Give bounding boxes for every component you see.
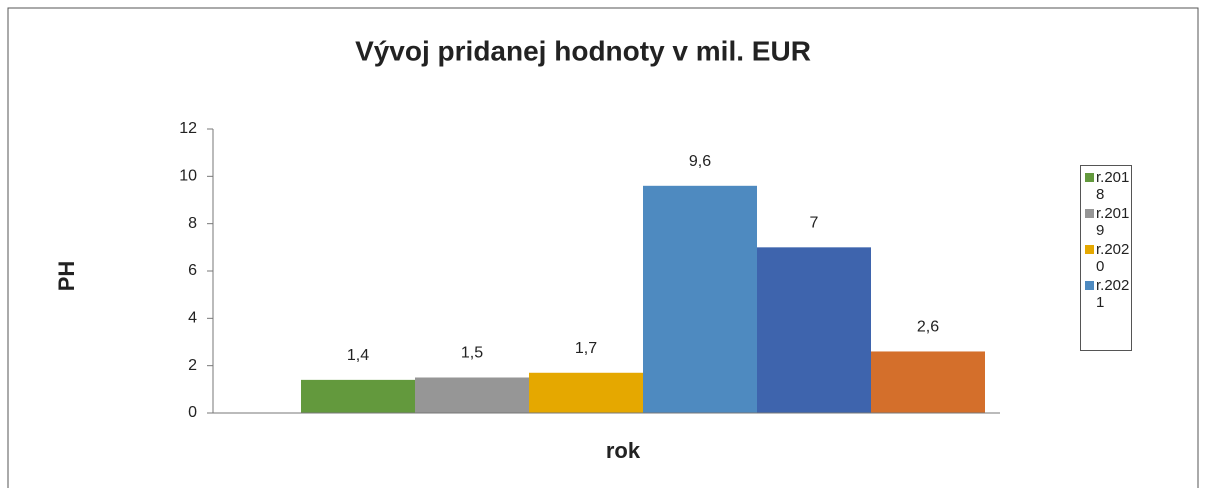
legend-item: r.2018 — [1085, 169, 1131, 203]
legend-label: r.2019 — [1096, 205, 1130, 239]
y-tick-label: 12 — [179, 120, 197, 137]
legend-label: r.2021 — [1096, 277, 1130, 311]
legend-swatch — [1085, 209, 1094, 218]
bar — [415, 377, 529, 413]
data-label: 1,5 — [461, 345, 483, 362]
legend: r.2018 r.2019 r.2020 r.2021 — [1080, 165, 1132, 351]
bar — [757, 247, 871, 413]
y-tick-label: 0 — [188, 404, 197, 421]
y-tick-label: 4 — [188, 310, 197, 327]
bar — [301, 379, 415, 413]
legend-item: r.2021 — [1085, 277, 1131, 311]
data-label: 9,6 — [689, 153, 711, 170]
legend-item: r.2019 — [1085, 205, 1131, 239]
y-axis-label: PH — [54, 261, 79, 292]
bar — [529, 372, 643, 413]
x-axis-label: rok — [606, 438, 641, 463]
bar — [643, 185, 757, 413]
y-tick-label: 10 — [179, 168, 197, 185]
legend-label: r.2018 — [1096, 169, 1130, 203]
chart-frame — [7, 7, 1199, 488]
data-label: 2,6 — [917, 319, 939, 336]
chart-title: Vývoj pridanej hodnoty v mil. EUR — [355, 35, 811, 66]
y-tick-label: 2 — [188, 357, 197, 374]
data-label: 1,4 — [347, 347, 369, 364]
legend-swatch — [1085, 173, 1094, 182]
legend-item: r.2020 — [1085, 241, 1131, 275]
legend-label: r.2020 — [1096, 241, 1130, 275]
legend-swatch — [1085, 245, 1094, 254]
bar — [871, 351, 985, 413]
y-tick-label: 8 — [188, 215, 197, 232]
y-tick-label: 6 — [188, 262, 197, 279]
legend-swatch — [1085, 281, 1094, 290]
data-label: 7 — [810, 215, 819, 232]
data-label: 1,7 — [575, 340, 597, 357]
